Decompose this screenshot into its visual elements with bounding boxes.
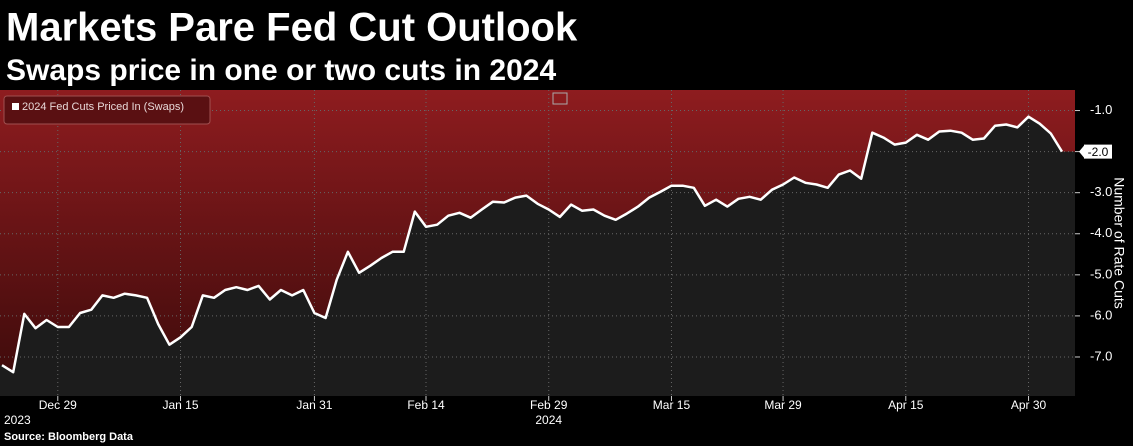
y-axis-label: Number of Rate Cuts: [1111, 177, 1127, 309]
x-tick-label: Jan 31: [296, 398, 332, 412]
plot: [0, 90, 1075, 396]
y-tick-label: -7.0: [1090, 348, 1112, 363]
x-tick-label: Feb 14: [407, 398, 445, 412]
x-tick-label: Apr 30: [1011, 398, 1047, 412]
y-tick-label: -1.0: [1090, 102, 1112, 117]
chart-title: Markets Pare Fed Cut Outlook: [6, 6, 578, 50]
x-tick-label: Dec 29: [39, 398, 77, 412]
x-tick-label: Mar 29: [764, 398, 802, 412]
x-tick-label: Jan 15: [163, 398, 199, 412]
y-tick-label: -4.0: [1090, 225, 1112, 240]
legend-label: 2024 Fed Cuts Priced In (Swaps): [22, 101, 184, 113]
value-label-box: [1084, 144, 1112, 159]
y-tick-label: -3.0: [1090, 184, 1112, 199]
y-tick-label: -5.0: [1090, 266, 1112, 281]
x-tick-label: Mar 15: [653, 398, 691, 412]
x-tick-label: Apr 15: [888, 398, 924, 412]
chart-icon: [552, 92, 568, 105]
value-label-pointer: [1079, 145, 1084, 158]
y-tick-label: -6.0: [1090, 307, 1112, 322]
x-tick-label: Feb 29: [530, 398, 568, 412]
area-below: [0, 116, 1075, 396]
legend-swatch: [12, 103, 19, 110]
x-year-label: 2023: [4, 413, 31, 427]
chart-subtitle: Swaps price in one or two cuts in 2024: [6, 54, 556, 87]
value-label: -2.0: [1088, 145, 1109, 159]
x-year-label: 2024: [535, 413, 562, 427]
source: Source: Bloomberg Data: [4, 431, 134, 443]
line: [1, 115, 1064, 374]
legend-box: [3, 95, 211, 125]
